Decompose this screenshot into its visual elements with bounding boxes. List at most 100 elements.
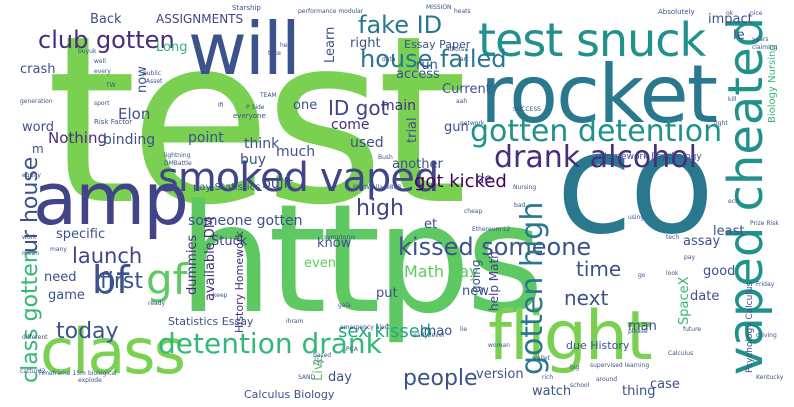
word-starship: Starship xyxy=(232,4,261,12)
word-launch: launch xyxy=(72,244,143,268)
word-detention-drank: detention drank xyxy=(158,327,382,360)
word-sand: SAND xyxy=(298,374,316,381)
word-keep: keep xyxy=(213,292,228,299)
word-binding: binding xyxy=(103,132,156,148)
word-date: date xyxy=(690,289,720,304)
word-claiming: claiming xyxy=(752,44,778,51)
word-buy: buy xyxy=(240,152,267,168)
word-come: come xyxy=(331,117,370,133)
word-ready: ready xyxy=(148,300,166,307)
word-equity: equity xyxy=(22,172,41,179)
word-back: Back xyxy=(90,12,122,27)
word-biological: biological xyxy=(88,370,117,377)
word-years: years xyxy=(752,36,769,43)
word-today: today xyxy=(56,319,119,344)
word-watch: watch xyxy=(532,384,572,399)
word-will: will xyxy=(188,7,301,91)
word-first: first xyxy=(100,269,143,294)
word-performance-modular: performance modular xyxy=(298,8,364,15)
word-wallet: wallet xyxy=(532,355,550,362)
word-using: using xyxy=(628,214,645,221)
word-homework-psychology: Homework Psychology xyxy=(600,152,702,162)
word-specific: specific xyxy=(56,227,106,242)
word-public: public xyxy=(143,70,162,77)
word-calculus: Calculus xyxy=(668,350,694,357)
word-biology-nursing: Biology Nursing xyxy=(767,44,778,123)
word-case: case xyxy=(650,377,680,392)
word-heats: heats xyxy=(454,8,471,15)
word-p-side: P Side xyxy=(246,104,265,111)
word-id-got: ID got xyxy=(328,96,389,120)
word-le: le xyxy=(733,28,745,43)
word-ethereum: Ethereum L2 xyxy=(472,226,511,233)
word-friday: Friday xyxy=(756,281,775,288)
word-based: based xyxy=(313,352,332,359)
word-bad: bad xyxy=(514,202,526,209)
word-mean: mean xyxy=(22,250,40,257)
word-stuck: Stuck xyxy=(211,234,248,249)
word-many: many xyxy=(50,246,67,253)
word-fyp: FYP xyxy=(313,360,324,367)
word-new: new xyxy=(462,284,489,299)
word-help: help xyxy=(280,42,293,49)
word-assignments: ASSIGNMENTS xyxy=(156,12,244,26)
word-please: please xyxy=(628,328,648,335)
word-kissed-someone: kissed someone xyxy=(398,233,592,261)
word-nothing: Nothing xyxy=(48,129,107,147)
word-explode: explode xyxy=(78,377,102,384)
word-go: go xyxy=(638,272,646,279)
word-nice: nice xyxy=(750,10,763,17)
word-test-snuck: test snuck xyxy=(478,13,706,67)
word-around: around xyxy=(596,376,618,383)
word-someone-gotten: someone gotten xyxy=(188,213,303,229)
word-class: class xyxy=(40,315,186,388)
word-catturd2: catturd2 xyxy=(20,368,46,375)
word-test: test xyxy=(46,3,468,256)
word-nursing: Nursing xyxy=(513,184,537,191)
word-run: run xyxy=(416,58,438,73)
word-one: one xyxy=(293,98,318,113)
word-prize-risk: Prize Risk xyxy=(750,220,779,227)
word-team: TEAM xyxy=(260,92,277,99)
word-big: big xyxy=(570,364,580,371)
word-gotten-detention: gotten detention xyxy=(470,114,723,149)
word-gala: gala xyxy=(338,302,351,309)
word-even: even xyxy=(304,256,336,271)
word-lightning: lightning xyxy=(164,152,191,159)
word-data: data xyxy=(382,56,396,63)
word-used: used xyxy=(350,135,384,151)
word-available-dm: available DM xyxy=(203,216,218,301)
word-early-level: early level xyxy=(413,332,445,339)
word-de: de xyxy=(476,172,493,187)
word-thing: thing xyxy=(622,384,656,399)
word-long: Long xyxy=(156,40,188,55)
word-driving: driving xyxy=(756,332,777,339)
word-gotten-high: gotten high xyxy=(515,201,550,375)
word-game: game xyxy=(48,288,85,303)
word-statistics-essay: Statistics Essay xyxy=(168,315,254,328)
word-amp: amp xyxy=(33,157,189,241)
word-essay-paper: Essay Paper xyxy=(404,38,471,51)
word-future: future xyxy=(683,326,702,333)
word-current: Current xyxy=(442,82,491,97)
word-tech: tech xyxy=(666,234,680,241)
word-another: another xyxy=(392,157,443,172)
word-mission: MISSION xyxy=(426,4,452,11)
word-ifi: Ifi xyxy=(218,102,224,109)
word-sport: sport xyxy=(94,100,110,107)
word-symptoms: symptoms xyxy=(324,234,356,241)
word-timeframe: Timeframe 15m xyxy=(38,370,86,377)
word-smoked-vaped: smoked vaped xyxy=(158,155,439,201)
word-pay: pay xyxy=(684,254,696,261)
word-spacex: SpaceX xyxy=(677,276,692,325)
word-built: built xyxy=(262,176,294,192)
word-people: people xyxy=(403,366,478,391)
word-club-gotten: club gotten xyxy=(38,26,175,54)
word-work: work xyxy=(22,234,37,241)
word-success: SUCCESS xyxy=(513,106,541,113)
word-math-pay: Math pay xyxy=(404,262,479,281)
word-due-history: due History xyxy=(566,339,630,352)
word-pay-statistics: pay Statistics xyxy=(193,182,261,193)
word-psychology-calculus: Psychology Calculus xyxy=(745,281,755,373)
word-dmbattle: DMBattle xyxy=(164,160,192,167)
